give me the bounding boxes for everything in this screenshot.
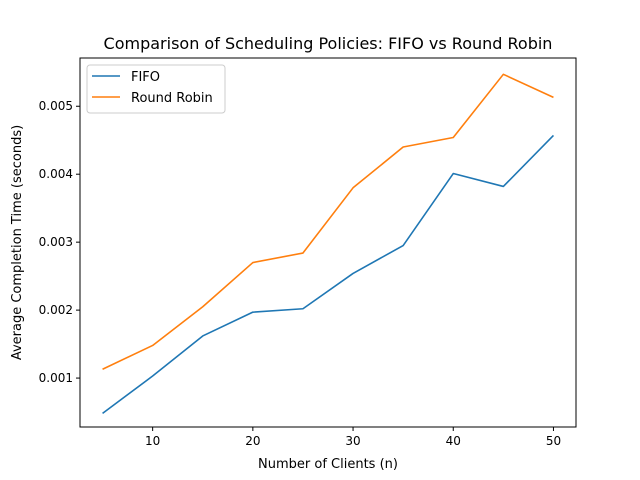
x-axis: 10 20 30 40 50 — [145, 427, 561, 448]
legend-label-round-robin: Round Robin — [131, 91, 213, 106]
legend: FIFO Round Robin — [86, 64, 226, 114]
x-tick-label: 30 — [345, 434, 360, 448]
y-tick-label: 0.003 — [39, 235, 73, 249]
y-axis: 0.001 0.002 0.003 0.004 0.005 — [39, 99, 80, 385]
x-tick-label: 50 — [546, 434, 561, 448]
y-tick-label: 0.004 — [39, 167, 73, 181]
series-lines — [102, 73, 555, 415]
chart-title: Comparison of Scheduling Policies: FIFO … — [104, 34, 553, 53]
plot-area — [79, 57, 577, 428]
y-tick-label: 0.001 — [39, 371, 73, 385]
y-tick-label: 0.005 — [39, 99, 73, 113]
x-tick-label: 10 — [145, 434, 160, 448]
series-line-round-robin — [102, 73, 554, 370]
legend-box — [86, 64, 226, 114]
x-axis-label: Number of Clients (n) — [258, 457, 398, 472]
y-axis-label: Average Completion Time (seconds) — [10, 125, 25, 360]
legend-label-fifo: FIFO — [131, 70, 160, 85]
x-tick-label: 20 — [245, 434, 260, 448]
y-tick-label: 0.002 — [39, 303, 73, 317]
series-line-fifo — [102, 134, 555, 415]
x-tick-label: 40 — [446, 434, 461, 448]
